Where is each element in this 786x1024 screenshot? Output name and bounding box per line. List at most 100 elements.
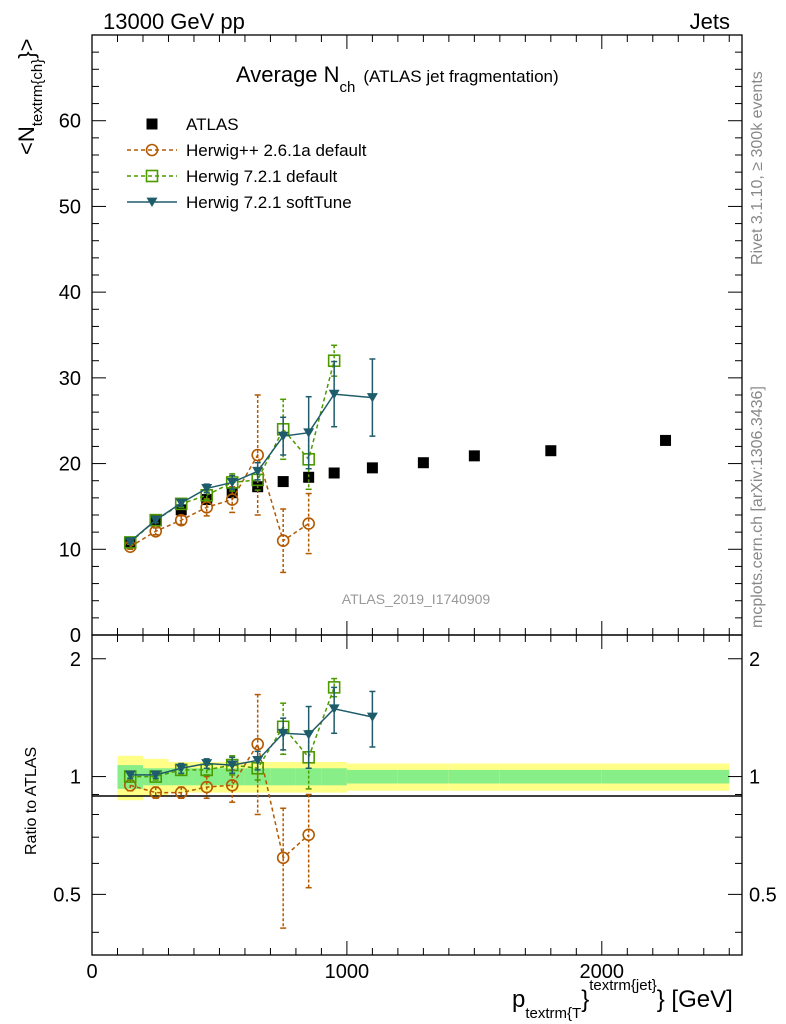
main-point-herwig-7-2-1-softtune [124, 537, 136, 547]
main-point-herwig-7-2-1-softtune [201, 484, 213, 494]
main-point-herwig-7-2-1-softtune [226, 478, 238, 488]
band-inner-bin [321, 768, 347, 786]
main-point-herwig-2-6-1a-default [276, 534, 290, 548]
legend-item-atlas: ATLAS [146, 115, 239, 134]
band-inner-bin [499, 769, 602, 784]
chart-title-sub: ch [340, 79, 356, 96]
band-inner-bin [168, 768, 194, 786]
y-tick-label-ratio-right: 0.5 [749, 884, 777, 906]
main-point-herwig-7-2-1-softtune [303, 428, 315, 438]
ratio-point-herwig-7-2-1-softtune [277, 728, 289, 739]
main-point-atlas [545, 445, 557, 457]
y-tick-label-main: 60 [59, 111, 81, 133]
ratio-line-herwig-7-2-1-default [130, 687, 335, 778]
main-plot-series [123, 344, 672, 574]
ratio-point-herwig-7-2-1-softtune [124, 770, 136, 780]
ratio-point-herwig-2-6-1a-default [251, 737, 264, 751]
rivet-version-label: Rivet 3.1.10, ≥ 300k events [749, 71, 766, 265]
band-inner-bin [397, 769, 449, 784]
mcplots-label: mcplots.cern.ch [arXiv:1306.3436] [749, 386, 766, 628]
axes: 0 1000 2000 0 10 20 30 40 50 60 0.5 0.5 1 1 2 2 [53, 34, 777, 983]
main-line-herwig-7-2-1-softtune [129, 393, 373, 543]
legend-marker-herwig-2-6-1a-default [145, 143, 159, 157]
ratio-point-herwig-7-2-1-softtune [366, 712, 378, 722]
ratio-point-herwig-2-6-1a-default [302, 828, 315, 842]
ratio-point-herwig-2-6-1a-default [149, 786, 163, 799]
y-axis-label-main: <Ntextrm{ch}}> [14, 39, 46, 155]
collision-label: 13000 GeV pp [103, 9, 245, 34]
y-tick-label-main: 0 [70, 625, 81, 647]
legend-label-herwig-2-6-1a-default: Herwig++ 2.6.1a default [186, 141, 367, 160]
main-point-herwig-2-6-1a-default [302, 517, 315, 530]
y-tick-label-ratio-right: 1 [749, 767, 760, 789]
main-point-herwig-7-2-1-softtune [277, 431, 289, 442]
ratio-point-herwig-2-6-1a-default [225, 778, 239, 792]
y-tick-label-main: 50 [59, 196, 81, 218]
x-tick-label: 2000 [580, 961, 625, 983]
ratio-point-herwig-7-2-1-softtune [328, 704, 340, 714]
main-point-atlas [328, 467, 340, 479]
ratio-point-herwig-2-6-1a-default [174, 786, 188, 799]
ratio-point-herwig-7-2-1-softtune [252, 755, 264, 766]
legend-item-herwig-2-6-1a-default: Herwig++ 2.6.1a default [127, 141, 367, 160]
main-point-herwig-7-2-1-default [174, 497, 188, 511]
main-point-herwig-7-2-1-softtune [252, 466, 264, 477]
legend-item-herwig-7-2-1-softtune: Herwig 7.2.1 softTune [127, 193, 352, 212]
band-inner-bin [270, 768, 296, 786]
x-axis-label: ptextrm{T}textrm{jet}} [GeV] [512, 977, 733, 1022]
main-point-atlas [417, 457, 429, 469]
ratio-point-herwig-7-2-1-softtune [175, 763, 187, 774]
main-point-herwig-7-2-1-softtune [150, 515, 162, 526]
main-point-atlas [277, 476, 289, 488]
ratio-point-herwig-7-2-1-softtune [303, 730, 315, 740]
ratio-line-herwig-7-2-1-softtune [130, 707, 373, 776]
main-point-herwig-7-2-1-softtune [175, 498, 187, 508]
legend-label-herwig-7-2-1-softtune: Herwig 7.2.1 softTune [186, 193, 352, 212]
band-inner-bin [448, 769, 500, 784]
legend: ATLAS Herwig++ 2.6.1a default Herwig 7.2.1… [127, 115, 367, 212]
legend-marker-herwig-7-2-1-softtune [146, 197, 158, 207]
ratio-frame [91, 634, 743, 956]
main-point-atlas [366, 462, 378, 474]
main-line-herwig-2-6-1a-default [129, 453, 310, 548]
y-tick-label-main: 20 [59, 454, 81, 476]
ratio-point-herwig-7-2-1-softtune [226, 760, 238, 771]
legend-label-herwig-7-2-1-default: Herwig 7.2.1 default [186, 167, 337, 186]
chart-title-extra: (ATLAS jet fragmentation) [363, 67, 558, 86]
legend-marker-herwig-7-2-1-default [145, 169, 159, 183]
y-tick-label-ratio-left: 0.5 [53, 884, 81, 906]
ratio-plot-series [123, 677, 378, 929]
x-tick-label: 0 [86, 961, 97, 983]
y-tick-label-ratio-left: 2 [70, 649, 81, 671]
chart-title-main: Average N [236, 62, 340, 87]
main-series-herwig-2-6-1a-default [123, 394, 315, 574]
chart-title: Average Nch (ATLAS jet fragmentation) [236, 62, 559, 96]
process-label: Jets [690, 9, 730, 34]
y-tick-label-ratio-right: 2 [749, 649, 760, 671]
main-point-atlas [468, 450, 480, 462]
y-tick-label-main: 40 [59, 282, 81, 304]
legend-label-atlas: ATLAS [186, 115, 239, 134]
y-tick-label-main: 30 [59, 368, 81, 390]
main-point-herwig-2-6-1a-default [225, 493, 239, 506]
main-series-herwig-7-2-1-softtune [124, 358, 378, 547]
ratio-series-herwig-7-2-1-softtune [124, 686, 378, 780]
ratio-line-herwig-2-6-1a-default [130, 742, 310, 860]
band-inner-bin [346, 769, 398, 784]
y-axis-label-ratio: Ratio to ATLAS [23, 747, 40, 855]
main-point-herwig-2-6-1a-default [200, 500, 214, 514]
main-point-herwig-7-2-1-default [149, 513, 163, 527]
analysis-name: ATLAS_2019_I1740909 [342, 591, 491, 607]
legend-marker-atlas [146, 118, 158, 130]
ratio-point-herwig-7-2-1-softtune [201, 759, 213, 769]
main-point-herwig-2-6-1a-default [174, 513, 188, 527]
main-point-herwig-7-2-1-softtune [328, 389, 340, 400]
ratio-point-herwig-2-6-1a-default [200, 780, 214, 794]
y-tick-label-main: 10 [59, 539, 81, 561]
ratio-series-herwig-2-6-1a-default [123, 693, 315, 929]
band-inner-bin [601, 769, 730, 784]
main-point-herwig-7-2-1-default [123, 536, 137, 549]
main-point-herwig-2-6-1a-default [251, 448, 264, 462]
ratio-point-herwig-7-2-1-softtune [150, 770, 162, 780]
x-tick-label: 1000 [325, 961, 370, 983]
